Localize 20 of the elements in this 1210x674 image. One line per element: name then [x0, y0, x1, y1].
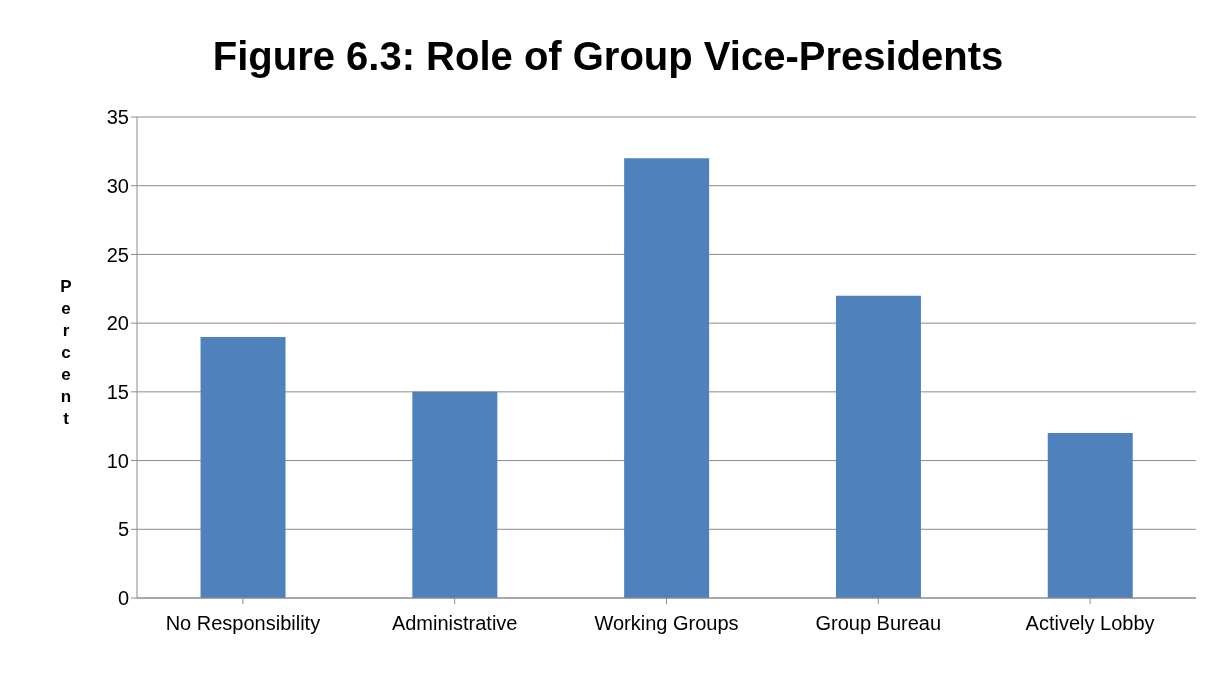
- x-tick-label: Administrative: [391, 612, 518, 635]
- bar: [412, 391, 498, 598]
- y-axis-title: Percent: [60, 276, 72, 428]
- x-tick-label: Actively Lobby: [1025, 612, 1155, 635]
- y-tick-label: 10: [106, 449, 129, 472]
- y-tick-label: 30: [106, 174, 129, 197]
- y-tick-label: 20: [106, 312, 129, 335]
- bar: [200, 336, 286, 598]
- y-tick-label: 35: [106, 106, 129, 129]
- y-tick-label: 25: [106, 243, 129, 266]
- y-tick-label: 15: [106, 380, 129, 403]
- x-tick-label: Group Bureau: [815, 612, 942, 635]
- x-tick-label: Working Groups: [594, 612, 739, 635]
- x-tick-label: No Responsibility: [165, 612, 321, 635]
- bar: [835, 295, 921, 598]
- bar: [1047, 433, 1133, 598]
- y-tick-label: 5: [117, 518, 129, 541]
- y-tick-label: 0: [117, 587, 129, 610]
- chart-title: Figure 6.3: Role of Group Vice-Presidents: [211, 33, 1005, 80]
- bar: [624, 158, 710, 598]
